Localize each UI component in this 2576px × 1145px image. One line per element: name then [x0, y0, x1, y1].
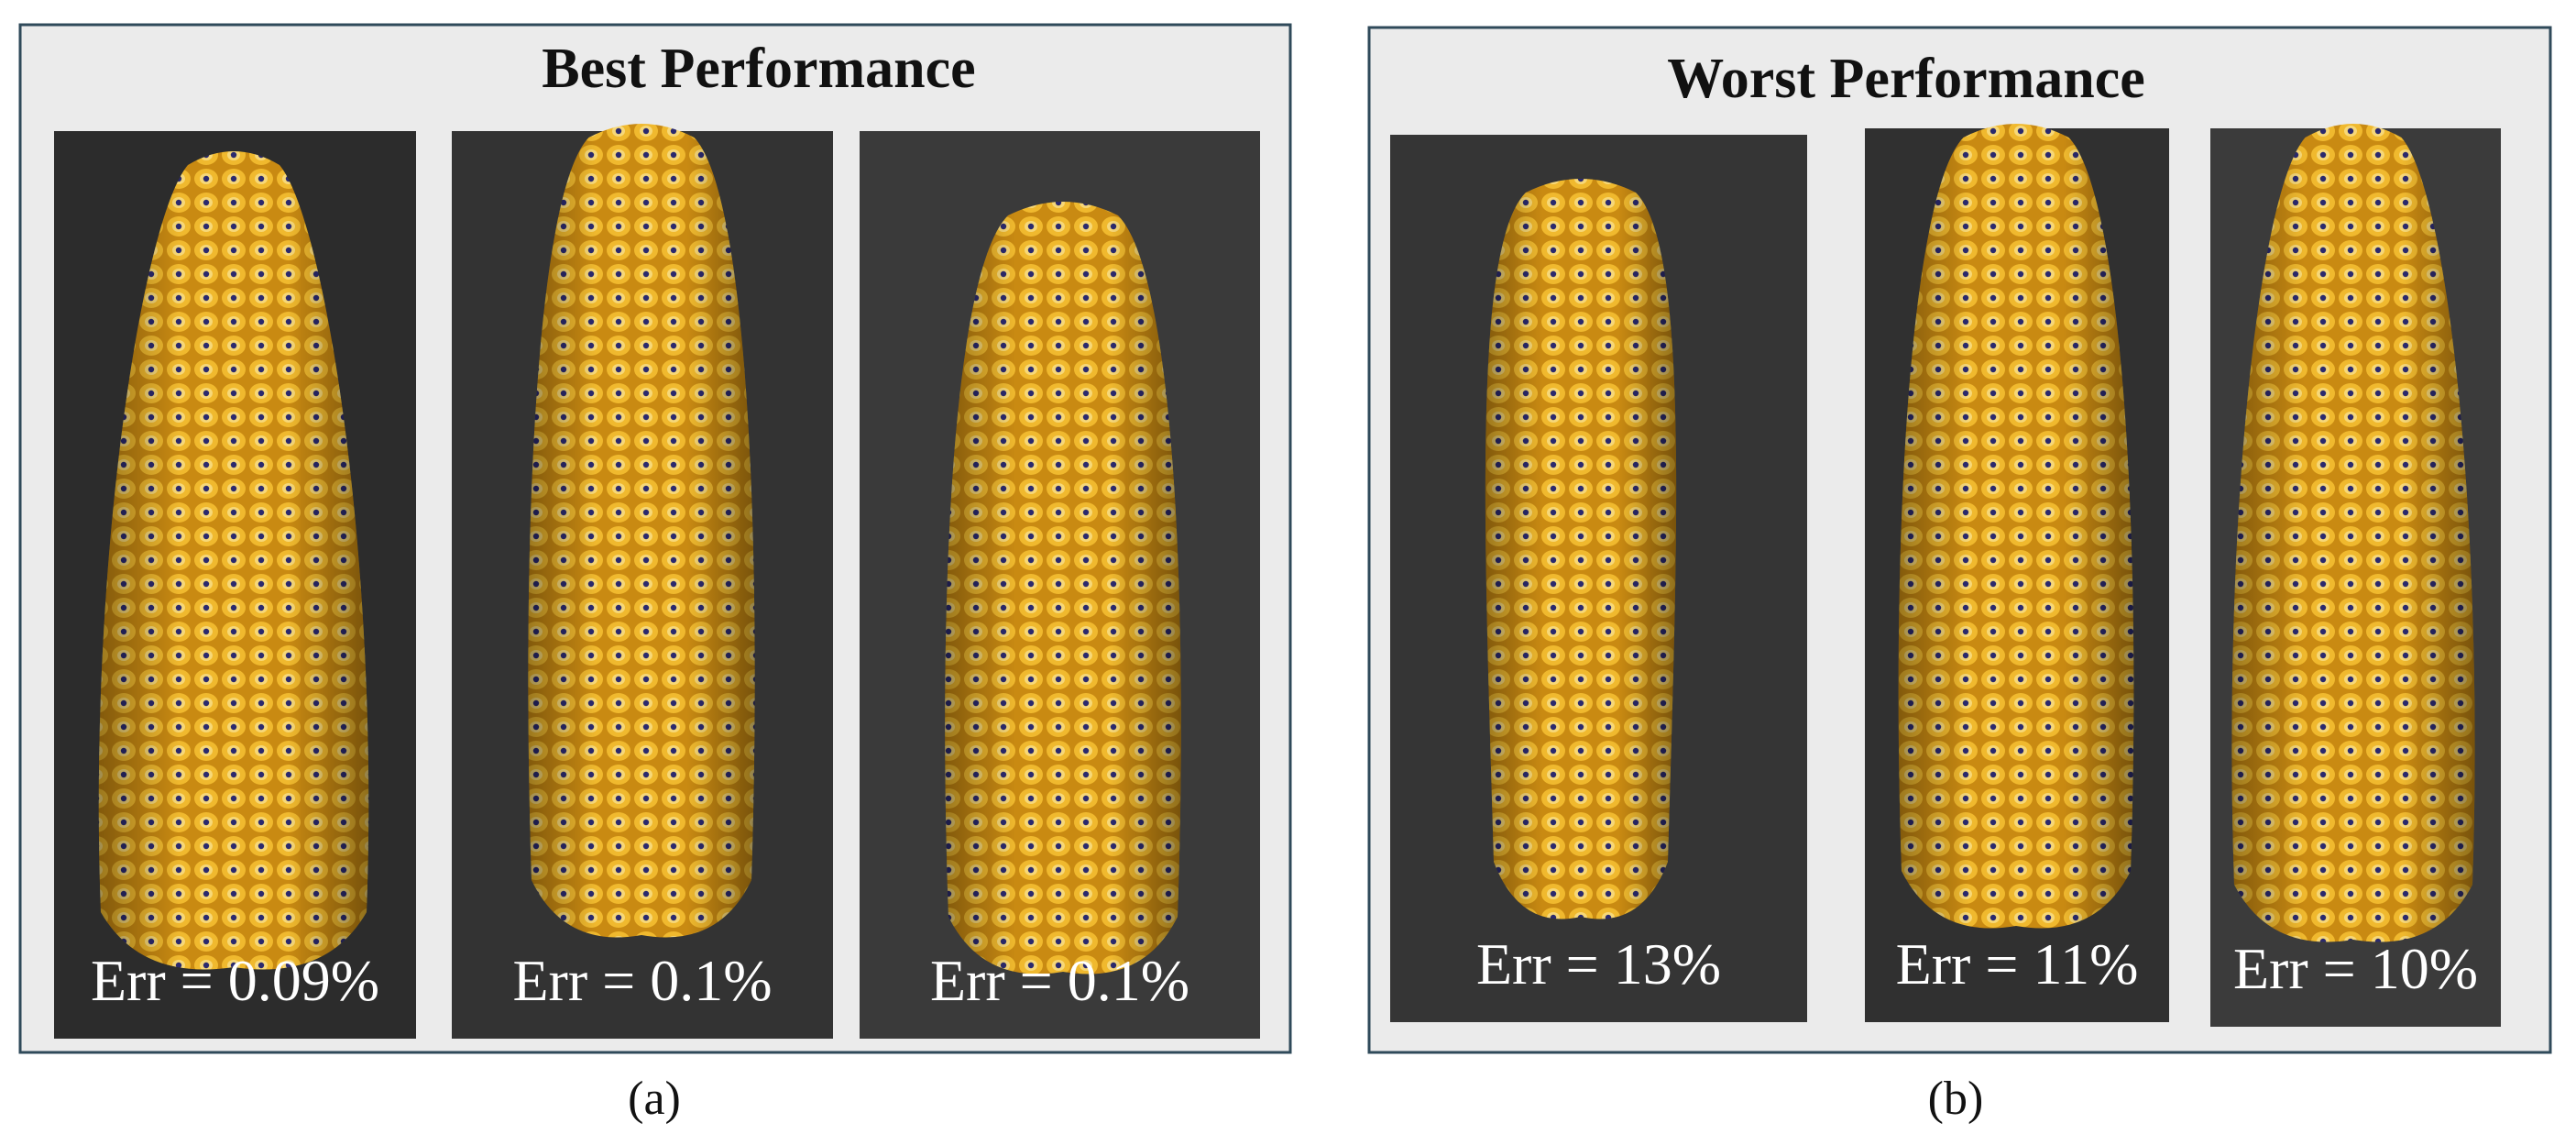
corn-shade [528, 124, 755, 938]
corn-shade [98, 151, 369, 970]
error-label: Err = 0.1% [512, 948, 772, 1013]
error-label: Err = 11% [1896, 931, 2139, 996]
caption: (a) [628, 1073, 681, 1125]
error-label: Err = 13% [1476, 931, 1721, 996]
corn-shade [2231, 124, 2475, 942]
caption: (b) [1928, 1073, 1984, 1125]
panel-title: Worst Performance [1667, 48, 2145, 110]
corn-shade [945, 202, 1181, 974]
error-label: Err = 0.09% [91, 948, 379, 1013]
panel-title: Best Performance [542, 38, 975, 100]
error-label: Err = 0.1% [930, 948, 1189, 1013]
corn-shade [1898, 124, 2134, 929]
error-label: Err = 10% [2233, 936, 2478, 1001]
corn-shade [1485, 179, 1677, 919]
